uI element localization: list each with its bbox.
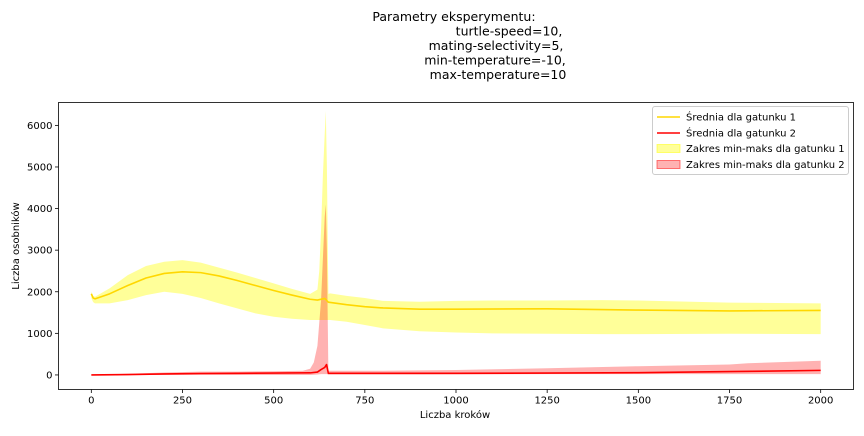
x-tick-label: 1000 (443, 396, 468, 407)
y-tick-label: 6000 (27, 121, 52, 132)
legend-label: Średnia dla gatunku 2 (686, 127, 796, 140)
band-area (91, 110, 821, 335)
chart-title: Parametry eksperymentu: turtle-speed=10,… (372, 9, 566, 82)
title-line: max-temperature=10 (430, 67, 567, 82)
legend-band-swatch-species-2 (656, 160, 681, 169)
y-tick-label: 3000 (27, 246, 52, 257)
legend-label: Średnia dla gatunku 1 (686, 111, 796, 124)
y-axis-label: Liczba osobników (10, 202, 22, 289)
y-tick-label: 5000 (27, 162, 52, 173)
x-tick-label: 500 (264, 396, 283, 407)
title-line: turtle-speed=10, (456, 24, 563, 39)
x-tick-label: 0 (88, 396, 94, 407)
x-tick-label: 1250 (534, 396, 559, 407)
x-tick-label: 2000 (808, 396, 833, 407)
x-tick-label: 250 (173, 396, 192, 407)
y-axis-ticks: 0 1000 2000 3000 4000 5000 6000 (27, 121, 59, 381)
y-tick-label: 0 (46, 370, 52, 381)
bands-layer (91, 110, 821, 375)
title-line: mating-selectivity=5, (429, 38, 564, 53)
series-line (91, 363, 821, 376)
series-line (90, 270, 821, 312)
legend-frame (652, 106, 849, 175)
x-axis-ticks: 0 250 500 750 1000 1250 1500 1750 2000 (88, 389, 833, 407)
legend-label: Zakres min-maks dla gatunku 2 (686, 160, 845, 171)
title-line: Parametry eksperymentu: (372, 9, 535, 24)
y-tick-label: 1000 (27, 329, 52, 340)
lines-layer (90, 270, 821, 376)
legend-label: Zakres min-maks dla gatunku 1 (686, 144, 845, 155)
y-tick-label: 4000 (27, 204, 52, 215)
x-tick-label: 1500 (626, 396, 651, 407)
y-tick-label: 2000 (27, 287, 52, 298)
title-line: min-temperature=-10, (424, 53, 566, 68)
x-tick-label: 1750 (717, 396, 742, 407)
legend-band-swatch-species-1 (656, 144, 681, 153)
legend: Średnia dla gatunku 1 Średnia dla gatunk… (652, 106, 849, 175)
x-tick-label: 750 (355, 396, 374, 407)
x-axis-label: Liczba kroków (420, 409, 490, 421)
